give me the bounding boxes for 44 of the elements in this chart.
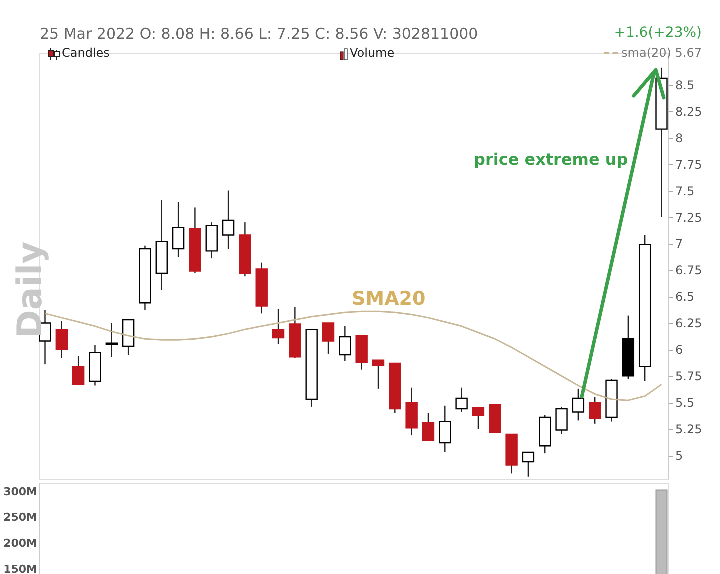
candlestick <box>372 360 385 390</box>
candlestick <box>472 407 485 430</box>
y-tick-label: 300M <box>4 485 38 498</box>
y-tick-label: 5 <box>676 449 684 464</box>
y-tick-label: 6.25 <box>676 316 702 331</box>
y-tick-label: 5.25 <box>676 422 702 437</box>
y-tick-label: 6.75 <box>676 264 702 278</box>
y-tick-label: 8.25 <box>676 104 702 119</box>
y-tick-label: 6.5 <box>676 290 695 304</box>
y-tick-label: 8.5 <box>676 78 695 92</box>
y-tick-label: 7.5 <box>676 184 695 198</box>
candlestick <box>572 388 585 422</box>
text: +1.6(+23%) <box>614 25 702 41</box>
candlestick <box>522 452 535 478</box>
candlestick <box>589 396 602 424</box>
candlestick <box>339 326 352 362</box>
y-tick-label: 150M <box>4 562 38 574</box>
y-tick-label: 7 <box>676 237 684 252</box>
y-axis-title: Daily <box>10 242 50 338</box>
candlestick <box>556 406 568 436</box>
chart-subtitle: 25 Mar 2022 O: 8.08 H: 8.66 L: 7.25 C: 8.56 V: 302811000 <box>40 25 478 43</box>
annotation: Candles <box>62 46 110 60</box>
y-tick-label: 7.25 <box>676 210 702 225</box>
annotation: Volume <box>350 46 395 60</box>
candlestick <box>172 202 185 258</box>
annotation: price extreme up <box>474 150 628 169</box>
y-tick-label: 5.75 <box>676 370 702 384</box>
candlestick <box>56 320 68 359</box>
candlestick <box>456 387 468 413</box>
legend-label: sma(20) 5.67 <box>622 46 702 60</box>
candlestick <box>272 308 285 346</box>
annotation: SMA20 <box>352 288 426 310</box>
candlestick <box>72 355 85 386</box>
y-tick-label: 6 <box>676 343 684 358</box>
y-tick-label: 5.5 <box>676 396 695 410</box>
candlestick <box>106 322 118 358</box>
y-tick-label: 250M <box>4 511 38 524</box>
candlestick <box>222 190 235 250</box>
y-tick-label: 200M <box>4 536 38 550</box>
candlestick <box>422 412 435 442</box>
candlestick <box>439 405 452 454</box>
candlestick <box>322 322 335 355</box>
y-tick-label: 8 <box>676 131 684 146</box>
y-tick-label: 7.75 <box>676 158 702 172</box>
